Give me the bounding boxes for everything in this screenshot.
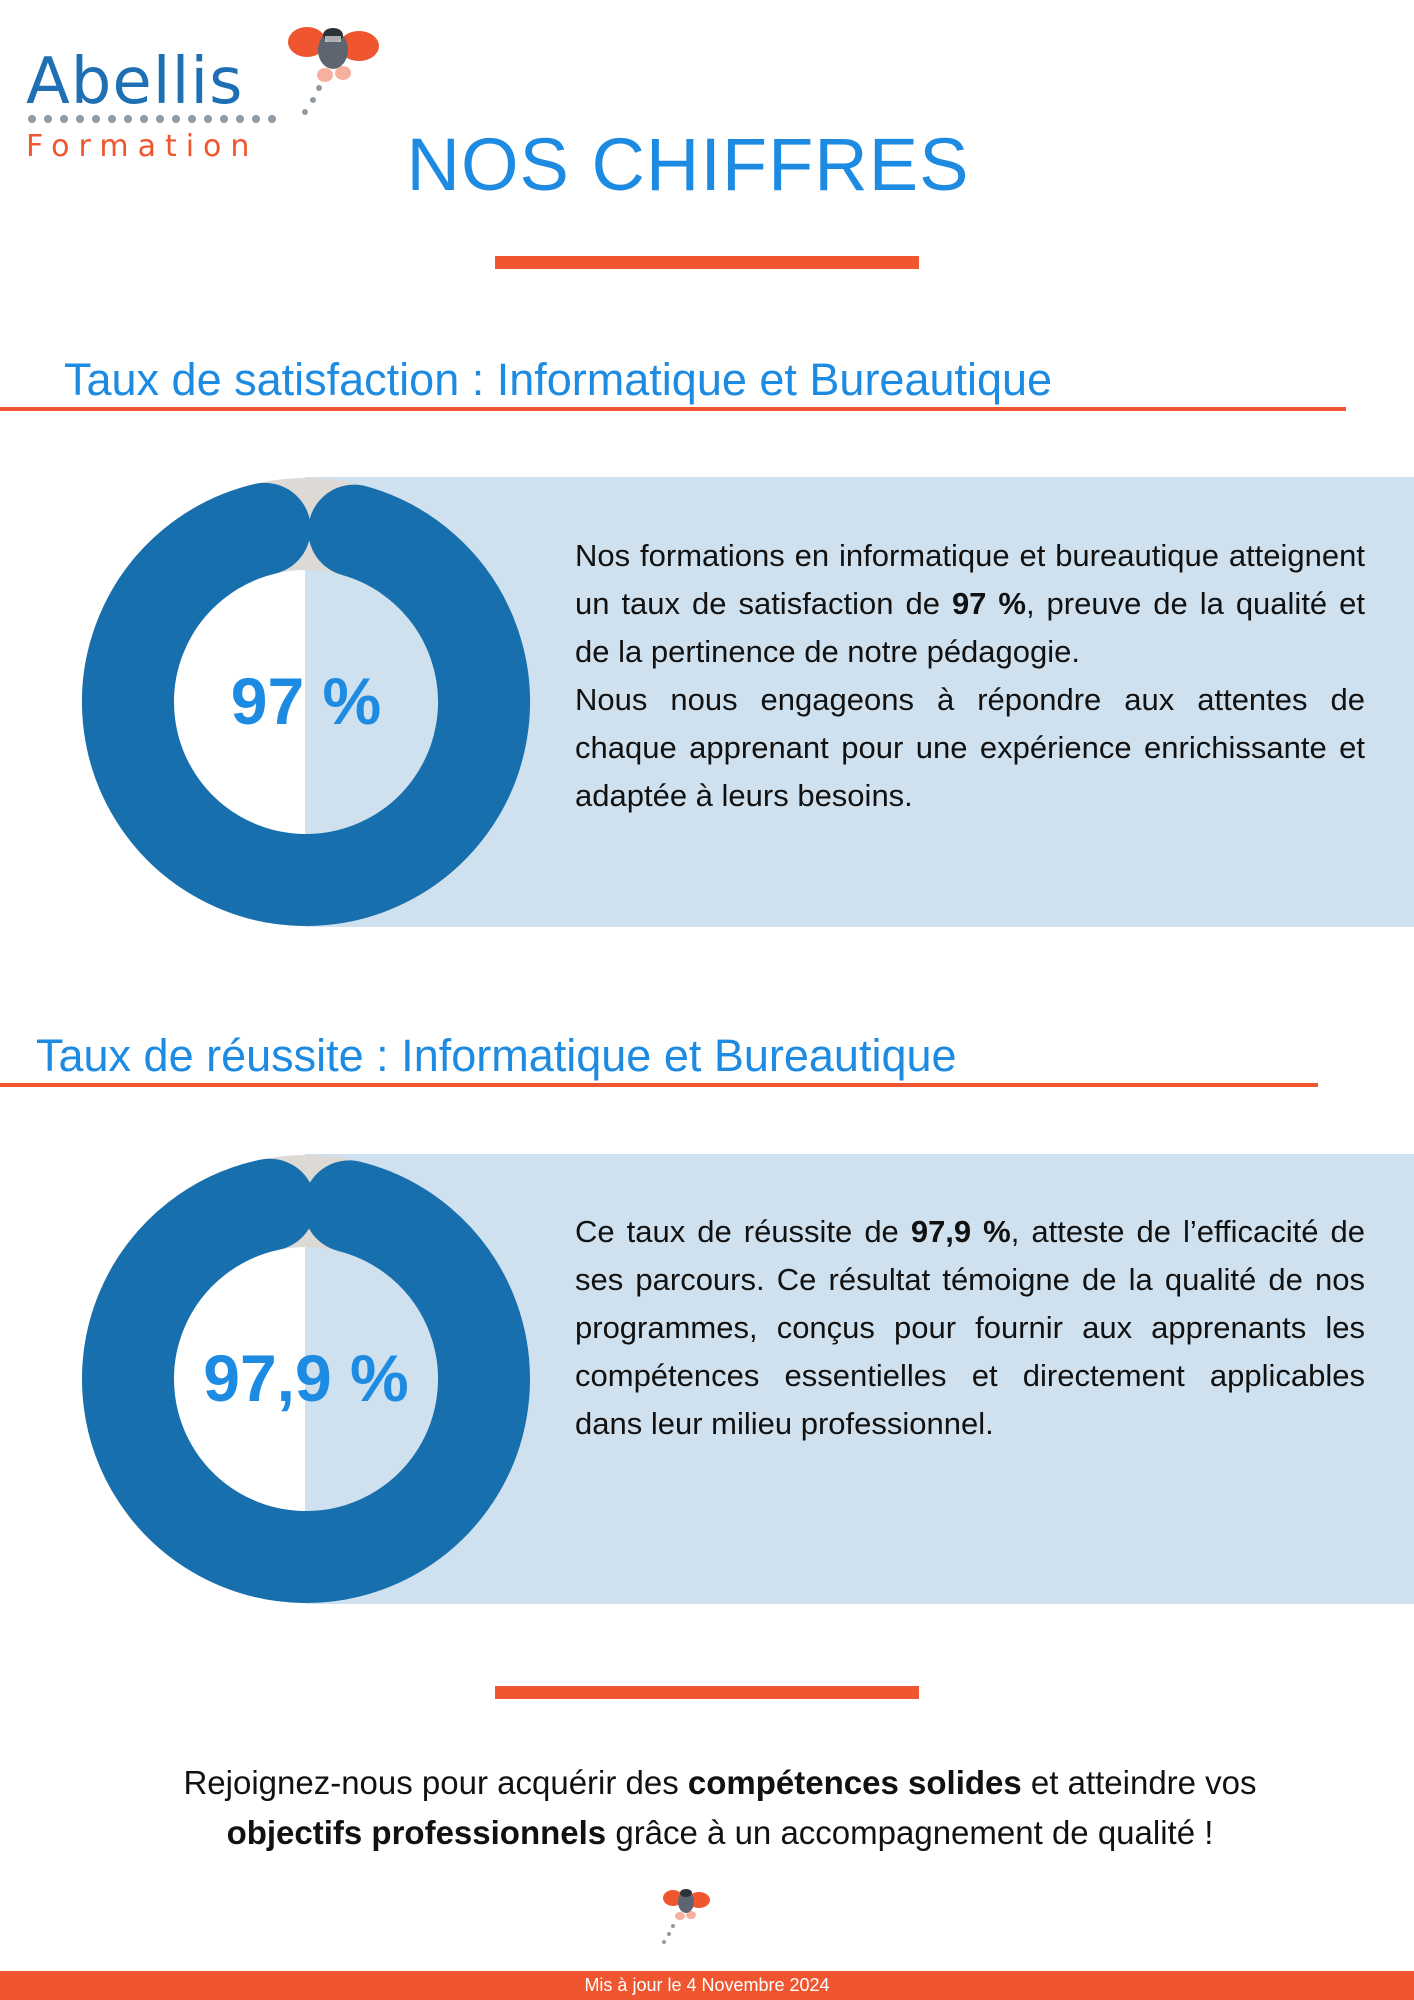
success-donut-arc xyxy=(82,1158,530,1603)
section-rule-success xyxy=(0,1083,1318,1087)
success-donut-chart xyxy=(82,1155,530,1603)
cta-text-part: Rejoignez-nous pour acquérir des xyxy=(183,1764,688,1801)
satisfaction-text-part: , preuve de la qualité et de la pertinen… xyxy=(575,586,1365,669)
call-to-action: Rejoignez-nous pour acquérir des compéte… xyxy=(70,1758,1370,1858)
brand-logo: Abellis Formation xyxy=(20,20,380,170)
section-title-success: Taux de réussite : Informatique et Burea… xyxy=(36,1030,957,1081)
cta-divider-bar xyxy=(495,1686,919,1699)
title-underline-bar xyxy=(495,256,919,269)
bee-mascot-small-icon xyxy=(662,1889,710,1944)
cta-text-part: grâce à un accompagnement de qualité ! xyxy=(606,1814,1214,1851)
satisfaction-text-second-paragraph: Nous nous engageons à répondre aux atten… xyxy=(575,682,1365,813)
success-text-part: , atteste de l’efficacité de ses parcour… xyxy=(575,1214,1366,1441)
success-description: Ce taux de réussite de 97,9 %, atteste d… xyxy=(575,1208,1365,1448)
success-text-bold: 97,9 % xyxy=(910,1214,1011,1249)
logo-dotted-line xyxy=(28,115,276,123)
satisfaction-donut-arc xyxy=(82,482,530,926)
success-text-part: Ce taux de réussite de xyxy=(575,1214,911,1249)
cta-text-bold: compétences solides xyxy=(687,1764,1022,1801)
success-value-label: 97,9 % xyxy=(203,1341,409,1415)
satisfaction-text-part: Nos formations en informatique et bureau… xyxy=(575,538,1365,621)
brand-subtitle: Formation xyxy=(26,129,259,164)
section-rule-satisfaction xyxy=(0,407,1346,411)
cta-text-part: et atteindre vos xyxy=(1021,1764,1257,1801)
satisfaction-text-bold: 97 % xyxy=(951,586,1026,621)
satisfaction-description: Nos formations en informatique et bureau… xyxy=(575,532,1365,820)
brand-name: Abellis xyxy=(26,45,244,119)
satisfaction-value-label: 97 % xyxy=(230,664,382,738)
section-title-satisfaction: Taux de satisfaction : Informatique et B… xyxy=(64,354,1053,405)
bee-mascot-icon xyxy=(288,27,379,115)
footer-update-date: Mis à jour le 4 Novembre 2024 xyxy=(0,1971,1414,2000)
satisfaction-donut-chart xyxy=(82,478,530,926)
cta-text-bold: objectifs professionnels xyxy=(226,1814,607,1851)
page-title: NOS CHIFFRES xyxy=(406,123,970,206)
